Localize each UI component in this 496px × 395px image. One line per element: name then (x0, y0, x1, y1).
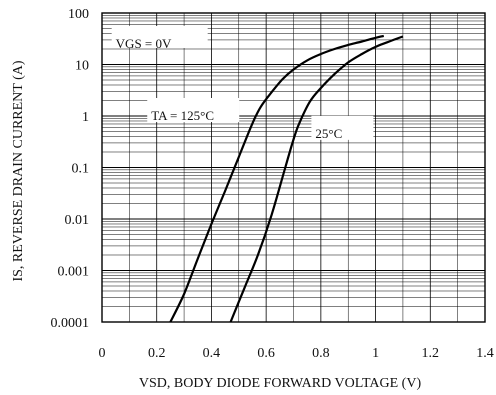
x-tick-label: 0.4 (203, 346, 221, 361)
y-tick-label: 0.0001 (51, 316, 90, 331)
y-tick-label: 0.1 (72, 162, 90, 177)
series-group (169, 34, 404, 323)
plot-frame (101, 12, 486, 323)
annotation-label: VGS = 0V (116, 36, 172, 51)
x-tick-label: 0.8 (312, 346, 330, 361)
x-tick-label: 0 (99, 346, 106, 361)
annotation-box (111, 26, 208, 49)
annotation-box (311, 115, 374, 140)
series-line-25c (229, 35, 404, 323)
y-axis-title: IS, REVERSE DRAIN CURRENT (A) (11, 60, 26, 281)
y-tick-label: 10 (75, 59, 89, 74)
x-tick-label: 1.4 (476, 346, 494, 361)
x-tick-label: 0.6 (257, 346, 275, 361)
y-tick-label: 100 (68, 7, 89, 22)
annotation-label: TA = 125°C (151, 108, 214, 123)
annotations: VGS = 0V TA = 125°C 25°C (111, 26, 374, 141)
y-tick-labels: 0.0001 0.001 0.01 0.1 1 10 100 (51, 7, 90, 331)
x-tick-label: 1.2 (422, 346, 440, 361)
y-tick-label: 1 (82, 110, 89, 125)
x-tick-label: 1 (372, 346, 379, 361)
annotation-box (147, 98, 240, 122)
annotation-label: 25°C (315, 126, 342, 141)
series-line-125c (169, 34, 385, 323)
x-tick-label: 0.2 (148, 346, 166, 361)
x-tick-labels: 0 0.2 0.4 0.6 0.8 1 1.2 1.4 (99, 346, 494, 361)
x-axis-title: VSD, BODY DIODE FORWARD VOLTAGE (V) (139, 376, 422, 391)
y-tick-label: 0.01 (65, 213, 90, 228)
y-tick-label: 0.001 (58, 265, 90, 280)
grid (102, 13, 485, 323)
